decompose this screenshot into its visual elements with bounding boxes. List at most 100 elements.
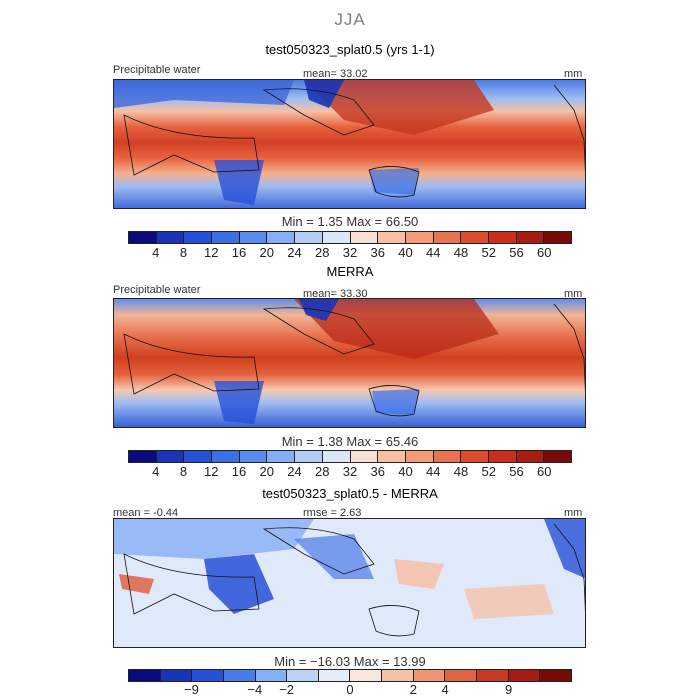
panel-1-colorbar: [128, 231, 572, 244]
panel-1-colorbar-tick-label: 48: [453, 245, 469, 260]
panel-2-title: MERRA: [326, 264, 374, 279]
panel-2-colorbar-swatch: [516, 451, 545, 462]
panel-1-colorbar-swatch: [544, 232, 571, 243]
panel-2-colorbar-tick-label: 44: [426, 464, 441, 479]
panel-2-colorbar-tick-label: 48: [453, 464, 469, 479]
panel-2-colorbar-swatch: [156, 451, 185, 462]
panel-3-units: mm: [564, 507, 583, 519]
panel-3-colorbar-swatch: [287, 670, 319, 681]
panel-3-colorbar-tick-label: 9: [504, 682, 513, 697]
panel-1-colorbar-swatch: [461, 232, 489, 243]
panel-3-americas-outline: [553, 523, 585, 612]
panel-2-colorbar-tick-label: 8: [179, 464, 188, 479]
panel-2-monsoon-core: [294, 299, 499, 359]
panel-1-africa-outline: [123, 114, 260, 176]
panel-3-colorbar-tick-label: −2: [279, 682, 294, 697]
panel-3-colorbar-swatch: [540, 670, 571, 681]
panel-3-colorbar-swatch: [477, 670, 509, 681]
panel-1-colorbar-tick-label: 44: [426, 245, 441, 260]
panel-2-colorbar-swatch: [405, 451, 434, 462]
panel-2-colorbar-tick-label: 32: [342, 464, 358, 479]
panel-1-colorbar-swatch: [350, 232, 379, 243]
panel-3-colorbar-swatch: [413, 670, 446, 681]
panel-2-units: mm: [564, 288, 583, 300]
panel-1-colorbar-swatch: [516, 232, 545, 243]
panel-2-colorbar-tick-label: 12: [204, 464, 219, 479]
panel-3-mean-label: mean = -0.44: [113, 507, 179, 519]
panel-1-colorbar-tick-label: 32: [342, 245, 358, 260]
panel-2-africa-outline: [123, 333, 260, 395]
panel-2-colorbar-swatch: [212, 451, 240, 462]
panel-3-colorbar-swatch: [129, 670, 161, 681]
panel-3-colorbar-tick-label: 2: [409, 682, 418, 697]
panel-2-colorbar-tick-label: 28: [315, 464, 330, 479]
panel-1-asia-outline: [262, 88, 375, 136]
panel-1-australia-dry: [369, 168, 419, 195]
panel-2-colorbar-swatch: [433, 451, 462, 462]
panel-1-units: mm: [564, 68, 583, 80]
panel-1-colorbar-tick-label: 16: [231, 245, 247, 260]
panel-3-colorbar-swatch: [255, 670, 288, 681]
panel-3-africa-outline: [123, 553, 260, 615]
panel-1-colorbar-swatch: [156, 232, 185, 243]
panel-2-mean-label: mean= 33.30: [303, 288, 368, 300]
panel-3-colorbar-tick-label: 4: [441, 682, 449, 697]
panel-3-colorbar-swatch: [382, 670, 414, 681]
panel-3-africa-blue: [204, 554, 274, 614]
panel-2-colorbar-tick-label: 56: [509, 464, 524, 479]
panel-3-asia-outline: [262, 527, 375, 575]
panel-2-colorbar-tick-label: 36: [370, 464, 385, 479]
panel-1-colorbar-tick-label: 20: [259, 245, 274, 260]
panel-1-colorbar-swatch: [295, 232, 323, 243]
panel-1-map: [113, 79, 586, 209]
panel-3-colorbar-swatch: [160, 670, 193, 681]
panel-3-title: test050323_splat0.5 - MERRA: [262, 486, 438, 501]
panel-3-colorbar-tick-label: −9: [184, 682, 199, 697]
panel-1-colorbar-swatch: [129, 232, 157, 243]
panel-1-colorbar-tick-label: 40: [398, 245, 413, 260]
panel-2-australia-dry: [372, 389, 419, 415]
panel-2-southern-africa-dry: [214, 381, 264, 424]
panel-3-colorbar-tick-label: 0: [346, 682, 354, 697]
panel-2-minmax: Min = 1.38 Max = 65.46: [281, 434, 419, 449]
panel-3-colorbar-swatch: [223, 670, 256, 681]
season-title: JJA: [334, 10, 366, 29]
panel-2-colorbar-tick-label: 60: [537, 464, 552, 479]
panel-3-colorbar-ticks: −9 −4 −2 0 2 4 9: [128, 682, 572, 698]
panel-3-colorbar: [128, 669, 572, 682]
panel-1-colorbar-swatch: [378, 232, 406, 243]
panel-2-variable-label: Precipitable water: [113, 284, 201, 296]
panel-2-colorbar-swatch: [129, 451, 157, 462]
panel-1-colorbar-swatch: [322, 232, 351, 243]
panel-3-americas-blue: [544, 519, 585, 579]
panel-1-australia-outline: [368, 166, 420, 198]
panel-1-colorbar-swatch: [267, 232, 296, 243]
panel-1-colorbar-tick-label: 28: [315, 245, 330, 260]
panel-2-americas-outline: [553, 303, 585, 392]
panel-1-mean-label: mean= 33.02: [303, 68, 368, 80]
panel-2-colorbar-tick-label: 20: [259, 464, 274, 479]
panel-3-colorbar-tick-label: −4: [247, 682, 263, 697]
panel-1-monsoon-core: [304, 80, 494, 135]
panel-1-tibet-dry: [304, 80, 344, 108]
panel-1-colorbar-tick-label: 24: [287, 245, 302, 260]
panel-3-pacific-red: [464, 584, 554, 619]
panel-3-australia-outline: [368, 605, 420, 637]
panel-1-colorbar-tick-label: 8: [179, 245, 188, 260]
panel-3-colorbar-swatch: [445, 670, 478, 681]
panel-1-colorbar-ticks: 4 8 12 16 20 24 28 32 36 40 44 48 52 56 60: [128, 245, 572, 261]
panel-1-variable-label: Precipitable water: [113, 64, 201, 76]
panel-3-colorbar-swatch: [350, 670, 383, 681]
panel-1-colorbar-swatch: [433, 232, 462, 243]
panel-1-colorbar-tick-label: 52: [481, 245, 496, 260]
panel-2-colorbar-swatch: [350, 451, 379, 462]
panel-1-colorbar-swatch: [405, 232, 434, 243]
panel-2-colorbar-swatch: [267, 451, 296, 462]
panel-3-colorbar-swatch: [318, 670, 351, 681]
panel-3-minmax: Min = −16.03 Max = 13.99: [274, 654, 426, 669]
panel-1-colorbar-tick-label: 60: [537, 245, 552, 260]
panel-2-map: [113, 298, 586, 428]
panel-1-colorbar-swatch: [212, 232, 240, 243]
panel-1-colorbar-tick-label: 4: [152, 245, 160, 260]
panel-2-colorbar-swatch: [184, 451, 213, 462]
